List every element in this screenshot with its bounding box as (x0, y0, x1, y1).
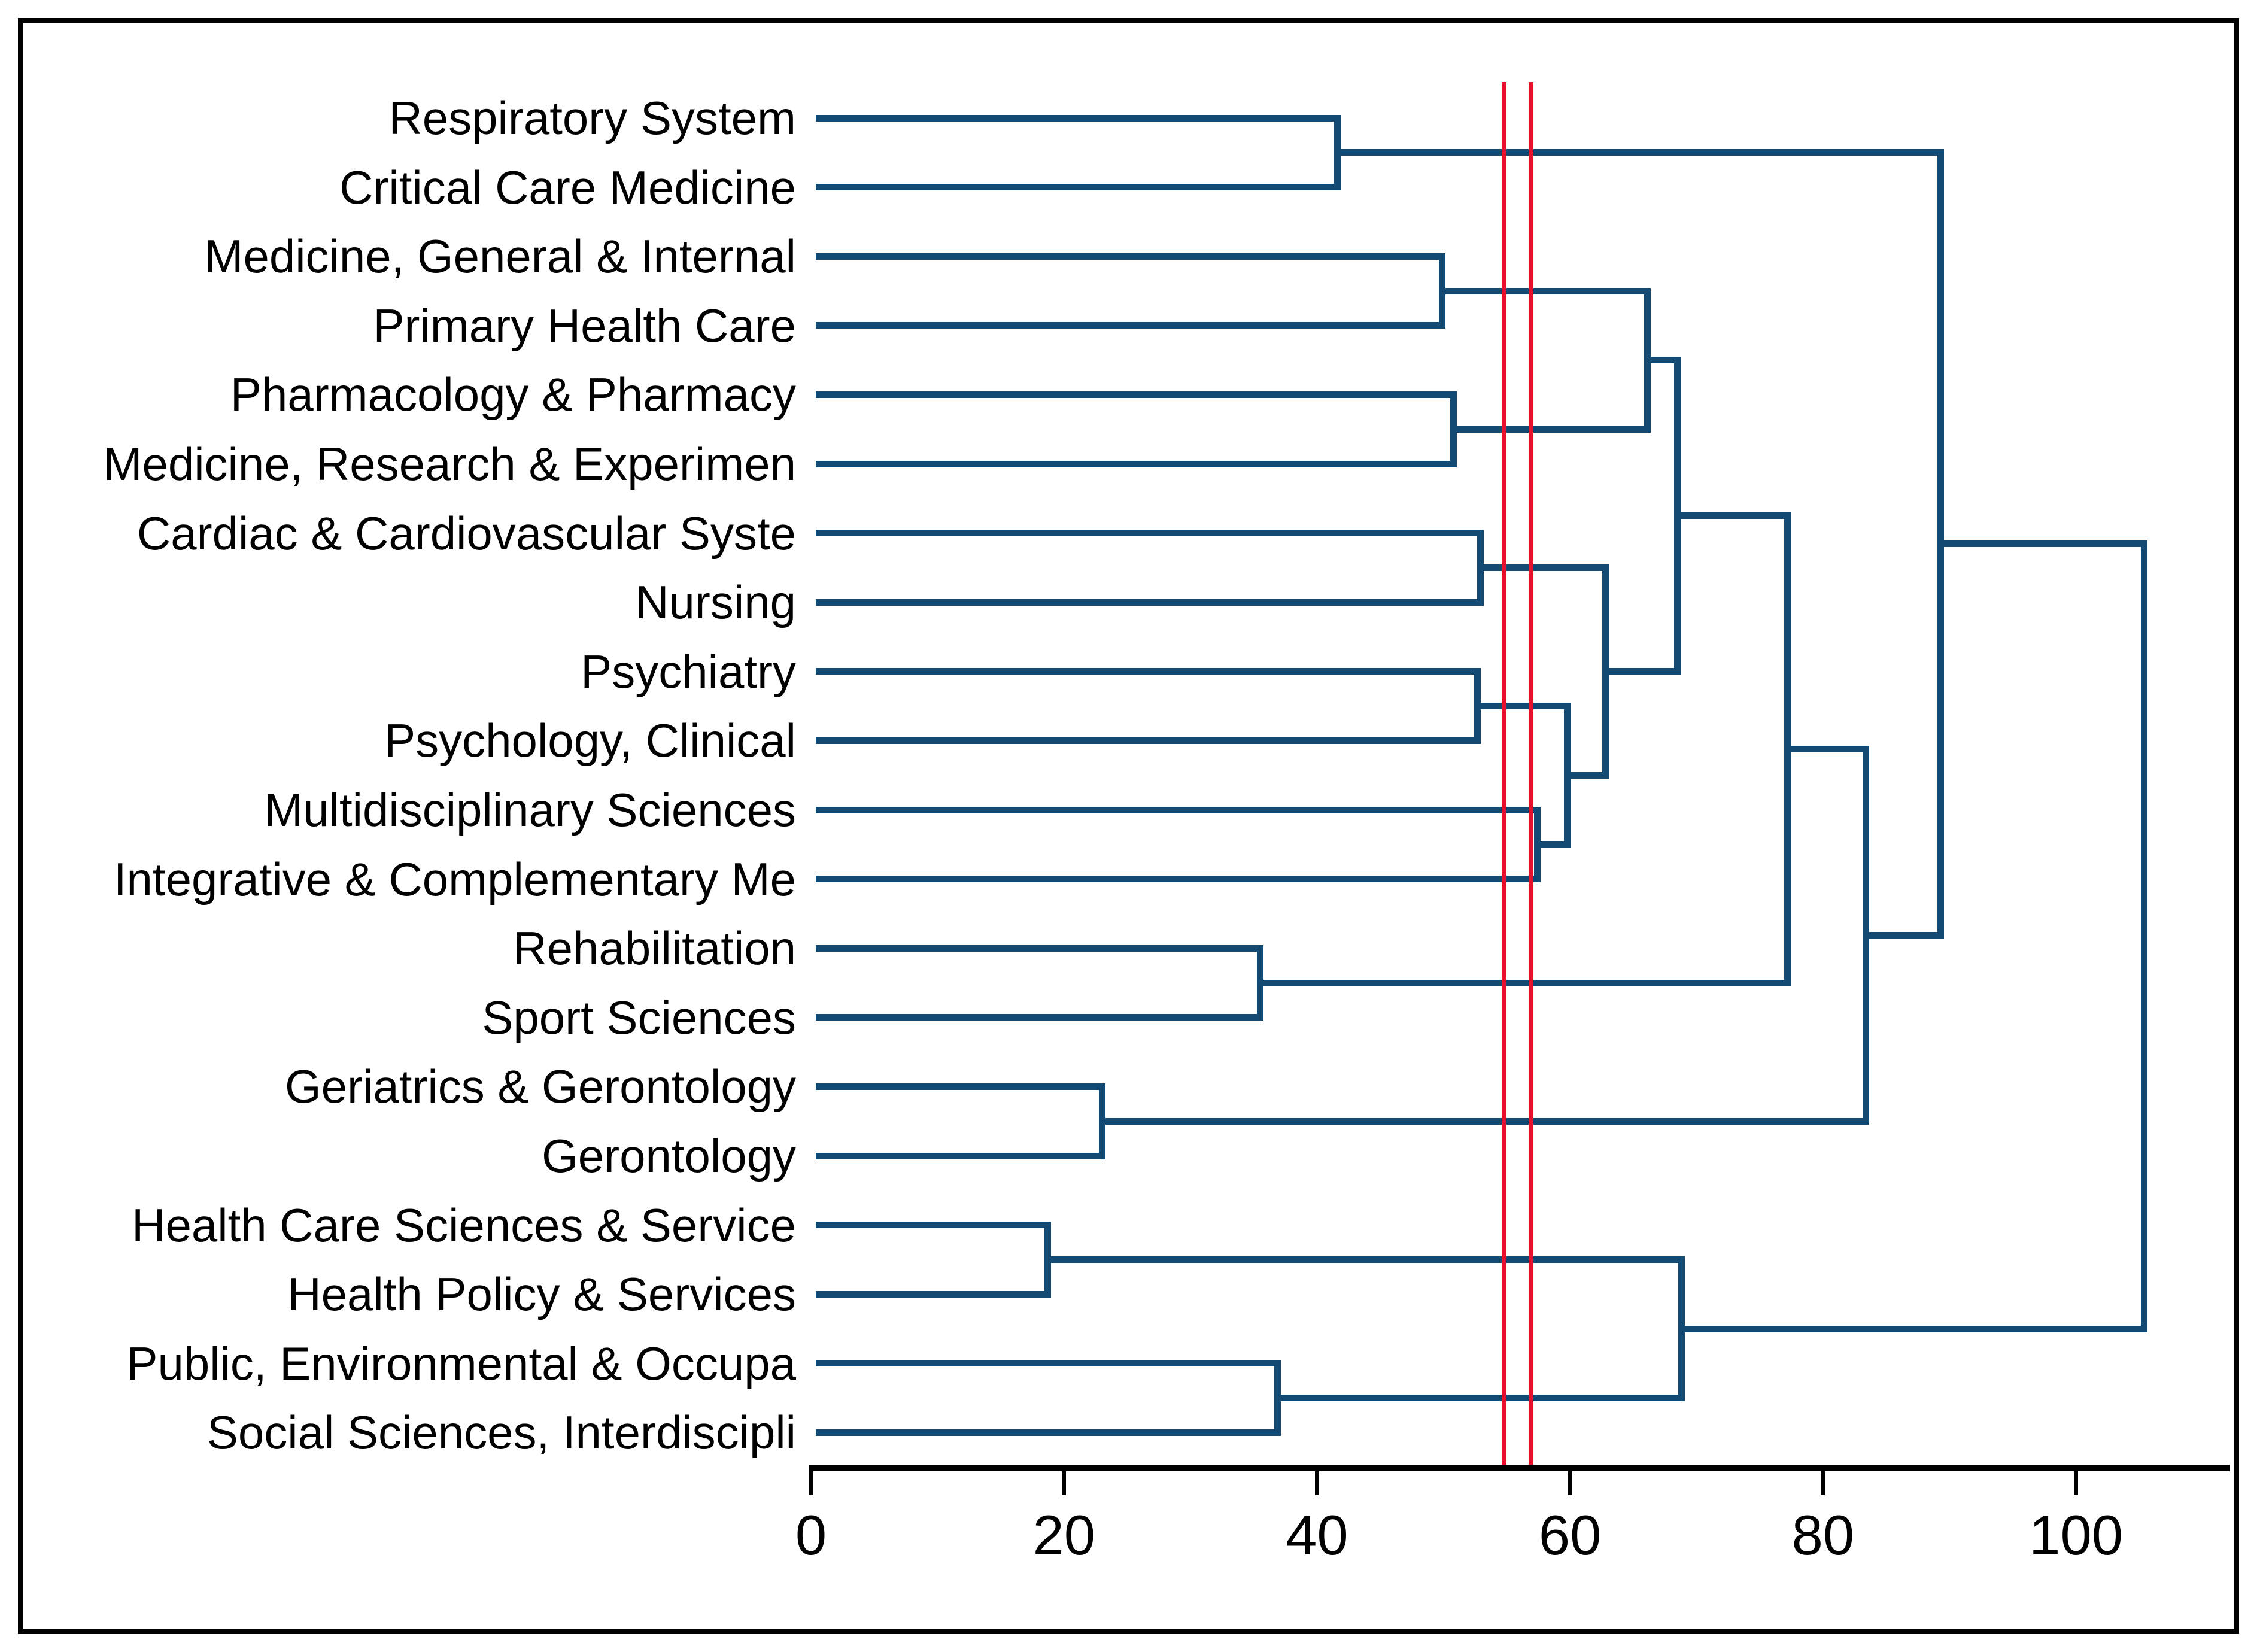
dendrogram-link-horizontal (815, 1014, 1263, 1021)
leaf-label: Psychiatry (581, 645, 796, 698)
leaf-label: Geriatrics & Gerontology (284, 1060, 796, 1113)
leaf-label: Health Care Sciences & Service (132, 1198, 796, 1252)
leaf-label: Public, Environmental & Occupa (126, 1337, 796, 1390)
leaf-label: Sport Sciences (482, 991, 796, 1044)
reference-line (1528, 82, 1533, 1471)
dendrogram-link-horizontal (1533, 841, 1571, 848)
dendrogram-link-horizontal (815, 1360, 1281, 1367)
leaf-label: Multidisciplinary Sciences (264, 784, 796, 836)
leaf-label: Social Sciences, Interdiscipli (206, 1406, 796, 1459)
dendrogram-link-horizontal (815, 1290, 1051, 1298)
dendrogram-link-horizontal (815, 1152, 1105, 1159)
dendrogram-link-horizontal (1274, 1395, 1685, 1402)
leaf-label: Psychology, Clinical (384, 714, 796, 767)
dendrogram-link-horizontal (815, 1429, 1281, 1436)
figure-frame (18, 18, 2239, 1634)
dendrogram-link-horizontal (1044, 1256, 1685, 1263)
dendrogram-link-horizontal (815, 114, 1341, 122)
dendrogram-link-horizontal (815, 530, 1484, 537)
dendrogram-link-horizontal (1937, 540, 2148, 548)
dendrogram-link-horizontal (1674, 512, 1791, 520)
dendrogram-link-horizontal (1477, 564, 1609, 571)
x-axis-tick-label: 40 (1286, 1504, 1348, 1566)
x-axis-line (809, 1465, 2230, 1471)
x-axis-tick-label: 60 (1538, 1504, 1602, 1566)
dendrogram-link-horizontal (815, 253, 1446, 260)
leaf-label: Health Policy & Services (287, 1268, 796, 1321)
dendrogram-link-horizontal (1602, 668, 1681, 675)
reference-line (1502, 82, 1507, 1471)
x-axis-tick (1062, 1470, 1067, 1495)
dendrogram-link-horizontal (815, 184, 1341, 191)
dendrogram-link-horizontal (815, 876, 1541, 883)
x-axis-tick (809, 1470, 813, 1495)
dendrogram-link-horizontal (1678, 1325, 2148, 1332)
x-axis-tick (1821, 1470, 1825, 1495)
dendrogram-link-horizontal (1098, 1117, 1870, 1125)
dendrogram-link-horizontal (815, 945, 1263, 952)
dendrogram-link-horizontal (1333, 149, 1944, 156)
dendrogram-link-horizontal (815, 806, 1541, 813)
x-axis-tick (2074, 1470, 2079, 1495)
dendrogram-link-horizontal (815, 322, 1446, 329)
leaf-label: Integrative & Complementary Me (113, 852, 796, 906)
dendrogram-link-horizontal (1256, 979, 1791, 986)
leaf-label: Rehabilitation (513, 922, 796, 975)
dendrogram-link-horizontal (815, 1222, 1051, 1229)
dendrogram-link-vertical (2141, 540, 2148, 1332)
dendrogram-link-horizontal (815, 1083, 1105, 1090)
dendrogram-link-horizontal (1474, 703, 1571, 710)
dendrogram-link-horizontal (815, 391, 1457, 398)
x-axis-tick-label: 100 (2029, 1504, 2124, 1566)
x-axis-tick-label: 80 (1791, 1504, 1855, 1566)
x-axis-tick (1314, 1470, 1319, 1495)
leaf-label: Respiratory System (388, 92, 796, 144)
leaf-label: Nursing (635, 576, 796, 629)
leaf-label: Pharmacology & Pharmacy (230, 368, 796, 421)
x-axis-tick-label: 0 (795, 1504, 827, 1566)
leaf-label: Primary Health Care (373, 299, 796, 352)
dendrogram-link-horizontal (815, 668, 1481, 675)
leaf-label: Cardiac & Cardiovascular Syste (136, 506, 796, 560)
x-axis-tick-label: 20 (1032, 1504, 1095, 1566)
dendrogram-link-horizontal (1644, 357, 1681, 364)
x-axis-tick (1568, 1470, 1572, 1495)
dendrogram-link-horizontal (1564, 772, 1609, 779)
dendrogram-link-horizontal (815, 599, 1484, 606)
dendrogram-link-horizontal (815, 460, 1457, 467)
leaf-label: Medicine, General & Internal (204, 230, 796, 283)
leaf-label: Medicine, Research & Experimen (103, 438, 796, 490)
dendrogram-link-horizontal (1863, 932, 1944, 939)
dendrogram-link-horizontal (1439, 287, 1651, 294)
dendrogram-link-horizontal (815, 737, 1481, 744)
leaf-label: Critical Care Medicine (339, 160, 796, 214)
dendrogram-link-horizontal (1450, 426, 1651, 433)
leaf-label: Gerontology (542, 1129, 796, 1182)
dendrogram-link-horizontal (1784, 746, 1870, 753)
